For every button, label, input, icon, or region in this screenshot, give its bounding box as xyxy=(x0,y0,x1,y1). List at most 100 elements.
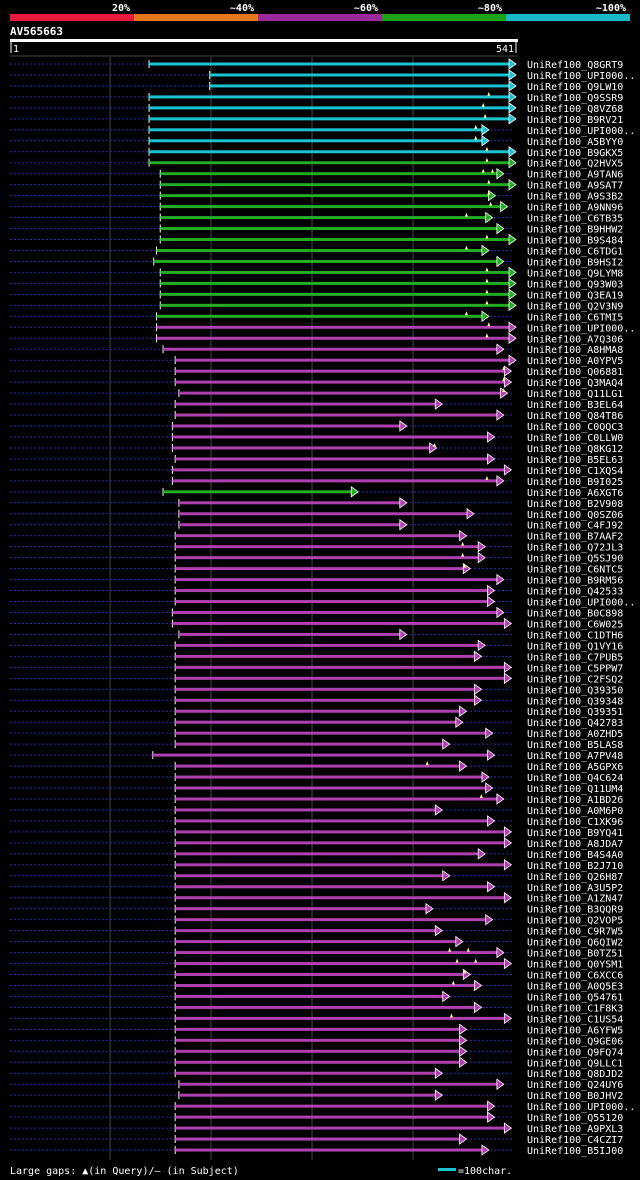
hit-bar[interactable] xyxy=(149,150,511,154)
hit-bar[interactable] xyxy=(160,281,510,285)
hit-bar[interactable] xyxy=(172,424,401,428)
hit-bar[interactable] xyxy=(175,841,506,845)
hit-bar[interactable] xyxy=(175,1049,461,1053)
hit-label[interactable]: UniRef100_C7PUB5 xyxy=(527,652,623,663)
hit-bar[interactable] xyxy=(175,742,444,746)
hit-label[interactable]: UniRef100_C6TB35 xyxy=(527,214,623,225)
hit-bar[interactable] xyxy=(156,336,511,340)
hit-bar[interactable] xyxy=(175,1115,489,1119)
hit-label[interactable]: UniRef100_A7Q306 xyxy=(527,334,623,345)
hit-bar[interactable] xyxy=(178,512,468,516)
hit-label[interactable]: UniRef100_B2V908 xyxy=(527,499,623,510)
hit-bar[interactable] xyxy=(175,786,487,790)
hit-label[interactable]: UniRef100_C1XQS4 xyxy=(527,466,623,477)
hit-bar[interactable] xyxy=(153,259,498,263)
hit-label[interactable]: UniRef100_C9R7W5 xyxy=(527,927,623,938)
hit-bar[interactable] xyxy=(175,720,457,724)
hit-bar[interactable] xyxy=(172,468,506,472)
hit-label[interactable]: UniRef100_C0LLW0 xyxy=(527,433,623,444)
hit-bar[interactable] xyxy=(175,545,480,549)
hit-bar[interactable] xyxy=(175,1071,437,1075)
hit-bar[interactable] xyxy=(209,84,510,88)
hit-label[interactable]: UniRef100_Q26H87 xyxy=(527,872,623,883)
hit-bar[interactable] xyxy=(149,139,483,143)
hit-bar[interactable] xyxy=(178,1093,437,1097)
hit-label[interactable]: UniRef100_UPI000.. xyxy=(527,598,635,609)
hit-label[interactable]: UniRef100_Q42783 xyxy=(527,718,623,729)
hit-bar[interactable] xyxy=(172,611,498,614)
hit-label[interactable]: UniRef100_Q93W03 xyxy=(527,279,623,290)
hit-label[interactable]: UniRef100_Q39351 xyxy=(527,707,623,718)
hit-bar[interactable] xyxy=(175,775,483,779)
hit-bar[interactable] xyxy=(149,161,511,165)
hit-bar[interactable] xyxy=(175,994,444,998)
hit-label[interactable]: UniRef100_Q3EA19 xyxy=(527,290,623,301)
hit-bar[interactable] xyxy=(175,896,506,900)
hit-bar[interactable] xyxy=(175,413,498,417)
hit-bar[interactable] xyxy=(175,852,480,856)
hit-label[interactable]: UniRef100_Q3MAQ4 xyxy=(527,378,623,389)
hit-label[interactable]: UniRef100_B3EL64 xyxy=(527,400,623,411)
hit-label[interactable]: UniRef100_B9HHW2 xyxy=(527,225,623,236)
hit-bar[interactable] xyxy=(175,1104,489,1108)
hit-bar[interactable] xyxy=(149,62,511,66)
hit-label[interactable]: UniRef100_Q8VZ68 xyxy=(527,104,623,115)
hit-bar[interactable] xyxy=(175,885,489,889)
hit-bar[interactable] xyxy=(152,753,489,757)
hit-bar[interactable] xyxy=(175,1027,461,1031)
hit-label[interactable]: UniRef100_C6XCC6 xyxy=(527,971,623,982)
hit-label[interactable]: UniRef100_A9NN96 xyxy=(527,203,623,214)
hit-bar[interactable] xyxy=(175,973,465,977)
hit-label[interactable]: UniRef100_Q6QIW2 xyxy=(527,938,623,949)
hit-label[interactable]: UniRef100_C6TDG1 xyxy=(527,246,623,257)
hit-label[interactable]: UniRef100_Q24UY6 xyxy=(527,1080,623,1091)
hit-label[interactable]: UniRef100_UPI000.. xyxy=(527,126,635,137)
hit-label[interactable]: UniRef100_Q84T86 xyxy=(527,411,623,422)
hit-label[interactable]: UniRef100_Q72JL3 xyxy=(527,543,623,554)
hit-label[interactable]: UniRef100_A0ZHD5 xyxy=(527,729,623,740)
hit-label[interactable]: UniRef100_C6W025 xyxy=(527,619,623,630)
hit-label[interactable]: UniRef100_Q39350 xyxy=(527,685,623,696)
hit-bar[interactable] xyxy=(175,951,498,955)
hit-label[interactable]: UniRef100_Q9LYM8 xyxy=(527,268,623,279)
hit-label[interactable]: UniRef100_C2FSQ2 xyxy=(527,674,623,685)
hit-label[interactable]: UniRef100_B0JHV2 xyxy=(527,1091,623,1102)
hit-bar[interactable] xyxy=(175,567,465,571)
hit-bar[interactable] xyxy=(172,479,498,483)
hit-label[interactable]: UniRef100_Q0YSM1 xyxy=(527,960,623,971)
hit-bar[interactable] xyxy=(175,1126,506,1130)
hit-label[interactable]: UniRef100_Q55120 xyxy=(527,1113,623,1124)
hit-bar[interactable] xyxy=(175,962,506,966)
hit-label[interactable]: UniRef100_A9S3B2 xyxy=(527,192,623,203)
hit-label[interactable]: UniRef100_C1DTH6 xyxy=(527,630,623,641)
hit-bar[interactable] xyxy=(160,238,510,242)
hit-label[interactable]: UniRef100_A0Q5E3 xyxy=(527,981,623,992)
hit-bar[interactable] xyxy=(178,632,401,636)
hit-label[interactable]: UniRef100_A0M6P0 xyxy=(527,806,623,817)
hit-label[interactable]: UniRef100_Q42533 xyxy=(527,587,623,598)
hit-label[interactable]: UniRef100_Q11UM4 xyxy=(527,784,623,795)
hit-bar[interactable] xyxy=(160,292,510,296)
hit-bar[interactable] xyxy=(175,698,476,702)
hit-bar[interactable] xyxy=(175,676,506,680)
hit-bar[interactable] xyxy=(175,797,498,801)
hit-bar[interactable] xyxy=(175,1137,461,1141)
hit-label[interactable]: UniRef100_Q2VOP5 xyxy=(527,916,623,927)
hit-label[interactable]: UniRef100_Q8DJD2 xyxy=(527,1069,623,1080)
hit-label[interactable]: UniRef100_C6NTC5 xyxy=(527,565,623,576)
hit-label[interactable]: UniRef100_A5GPX6 xyxy=(527,762,623,773)
hit-bar[interactable] xyxy=(175,687,476,691)
hit-label[interactable]: UniRef100_A5BYY0 xyxy=(527,137,623,148)
hit-label[interactable]: UniRef100_C4FJ92 xyxy=(527,521,623,532)
hit-label[interactable]: UniRef100_Q9LLC1 xyxy=(527,1058,623,1069)
hit-bar[interactable] xyxy=(160,205,502,209)
hit-bar[interactable] xyxy=(149,106,511,110)
hit-bar[interactable] xyxy=(175,457,489,461)
hit-bar[interactable] xyxy=(175,764,461,768)
hit-label[interactable]: UniRef100_C1XK96 xyxy=(527,817,623,828)
hit-bar[interactable] xyxy=(175,874,444,878)
hit-label[interactable]: UniRef100_C6TMI5 xyxy=(527,312,623,323)
hit-bar[interactable] xyxy=(160,183,510,187)
hit-bar[interactable] xyxy=(178,1082,498,1086)
hit-label[interactable]: UniRef100_B9YQ41 xyxy=(527,828,623,839)
